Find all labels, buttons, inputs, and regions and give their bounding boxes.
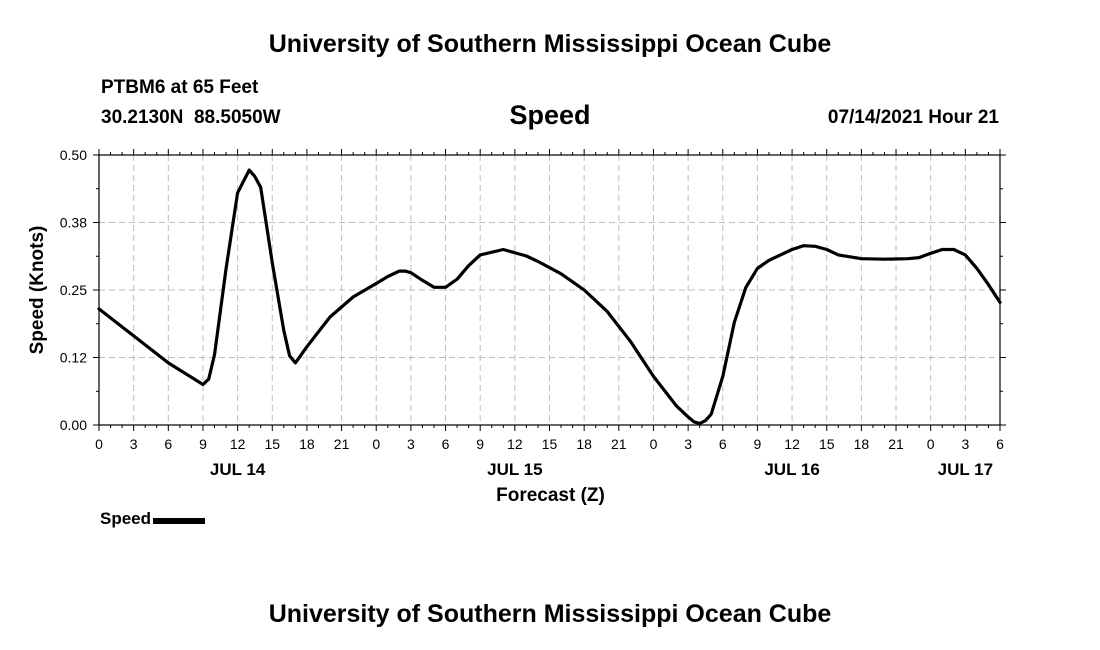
- series-layer: [97, 168, 1002, 425]
- date-label: JUL 14: [210, 460, 266, 479]
- y-tick-label: 0.00: [60, 417, 87, 433]
- footer-title: University of Southern Mississippi Ocean…: [268, 600, 832, 628]
- x-tick-label: 15: [819, 436, 835, 452]
- x-tick-label: 6: [996, 436, 1004, 452]
- x-tick-label: 18: [854, 436, 870, 452]
- y-tick-label: 0.38: [60, 215, 87, 231]
- x-tick-label: 21: [611, 436, 627, 452]
- plot-frame: [98, 154, 1001, 426]
- x-tick-label: 3: [961, 436, 969, 452]
- date-label: JUL 17: [938, 460, 993, 479]
- x-tick-label: 9: [476, 436, 484, 452]
- legend-swatch-speed: [153, 517, 206, 524]
- x-tick-label: 12: [784, 436, 800, 452]
- x-tick-label: 18: [299, 436, 315, 452]
- x-tick-label: 3: [407, 436, 415, 452]
- x-tick-label: 18: [576, 436, 592, 452]
- station-label: PTBM6 at 65 Feet: [101, 77, 259, 98]
- x-axis-title: Forecast (Z): [496, 485, 605, 506]
- coordinates-label: 30.2130N 88.5050W: [101, 107, 281, 128]
- x-tick-label: 9: [754, 436, 762, 452]
- x-tick-label: 6: [442, 436, 450, 452]
- x-tick-label: 0: [95, 436, 103, 452]
- x-tick-label: 21: [334, 436, 350, 452]
- x-tick-label: 6: [164, 436, 172, 452]
- x-tick-label: 0: [650, 436, 658, 452]
- x-tick-label: 21: [888, 436, 904, 452]
- chart-title: University of Southern Mississippi Ocean…: [268, 30, 832, 58]
- chart-subtitle: Speed: [509, 100, 591, 130]
- y-axis-title: Speed (Knots): [27, 226, 48, 355]
- date-label: JUL 16: [764, 460, 819, 479]
- datetime-label: 07/14/2021 Hour 21: [827, 107, 999, 128]
- x-tick-label: 9: [199, 436, 207, 452]
- y-tick-label: 0.50: [60, 147, 87, 163]
- x-tick-label: 12: [507, 436, 523, 452]
- grid: [99, 155, 1000, 425]
- date-label: JUL 15: [487, 460, 542, 479]
- x-tick-label: 15: [264, 436, 280, 452]
- legend-label: Speed: [100, 509, 152, 528]
- y-tick-label: 0.25: [60, 282, 87, 298]
- x-tick-label: 0: [372, 436, 380, 452]
- y-tick-label: 0.12: [60, 350, 87, 366]
- x-tick-label: 15: [542, 436, 558, 452]
- axes: 0.00 0.12 0.25 0.38 0.50 0 3 6 9 12 15 18 21 0 3 6 9 12 15…: [27, 147, 1006, 506]
- x-tick-label: 3: [130, 436, 138, 452]
- x-tick-label: 3: [684, 436, 692, 452]
- series-line-speed: [97, 168, 1002, 425]
- x-tick-label: 6: [719, 436, 727, 452]
- legend: Speed: [100, 509, 206, 529]
- x-tick-label: 0: [927, 436, 935, 452]
- x-tick-label: 12: [230, 436, 246, 452]
